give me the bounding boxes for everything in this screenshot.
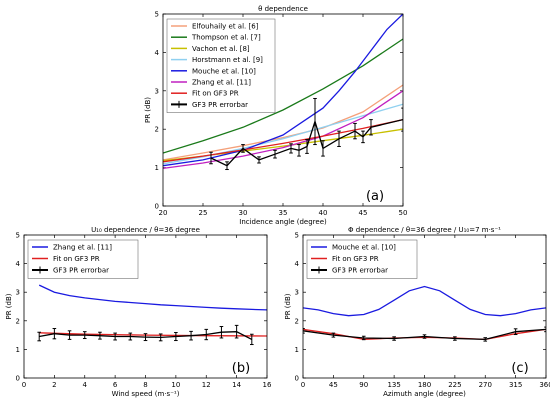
x-tick-label: 45 [359, 209, 368, 217]
legend-entry: GF3 PR errorbar [192, 101, 248, 109]
legend-entry: Vachon et al. [8] [192, 45, 250, 53]
legend-entry: Mouche et al. [10] [192, 67, 256, 75]
x-tick-label: 180 [418, 381, 431, 389]
plot-frame [302, 234, 547, 379]
x-tick-label: 35 [279, 209, 288, 217]
x-axis-label: Wind speed (m·s⁻¹) [112, 390, 180, 398]
y-axis-label: PR (dB) [284, 293, 292, 319]
x-tick-label: 360 [539, 381, 550, 389]
y-tick-label: 2 [295, 317, 299, 325]
y-tick-label: 3 [295, 289, 299, 297]
legend: Zhang et al. [11] Fit on GF3 PR GF3 PR err… [27, 239, 139, 279]
panel-label: (b) [232, 361, 250, 376]
x-tick-label: 135 [387, 381, 400, 389]
y-tick-label: 5 [16, 232, 20, 240]
x-tick-label: 30 [239, 209, 248, 217]
legend: Mouche et al. [10] Fit on GF3 PR GF3 PR er… [306, 239, 418, 279]
series-vachon-et-al-8-line [163, 128, 403, 162]
legend-entry: Fit on GF3 PR [332, 255, 379, 263]
legend-entry: Fit on GF3 PR [53, 255, 100, 263]
legend-entry: Thompson et al. [7] [191, 34, 261, 42]
chart-title: Φ dependence / θ=36 degree / U₁₀=7 m·s⁻¹ [348, 226, 501, 234]
x-tick-label: 16 [263, 381, 272, 389]
y-tick-label: 0 [16, 375, 20, 383]
series-zhang-et-al-11-line [38, 284, 267, 311]
x-tick-label: 315 [509, 381, 522, 389]
panel-label: (a) [366, 189, 384, 204]
x-tick-label: 270 [479, 381, 492, 389]
plot-area [163, 14, 403, 171]
series-fit-on-gf3-pr-line [163, 118, 403, 163]
plot-area [303, 285, 546, 342]
plot-frame [23, 234, 268, 379]
y-tick-label: 1 [295, 346, 299, 354]
plot-frame [162, 13, 404, 207]
plot-area [37, 284, 267, 346]
series-zhang-et-al-11-line [163, 90, 403, 170]
y-tick-label: 2 [155, 126, 159, 134]
x-tick-label: 4 [83, 381, 88, 389]
x-tick-label: 12 [202, 381, 211, 389]
y-tick-label: 1 [16, 346, 20, 354]
x-tick-label: 20 [159, 209, 168, 217]
y-tick-label: 4 [16, 260, 21, 268]
legend-entry: Mouche et al. [10] [332, 244, 396, 252]
x-tick-label: 40 [319, 209, 328, 217]
y-tick-label: 4 [295, 260, 300, 268]
x-tick-label: 14 [232, 381, 241, 389]
x-tick-label: 6 [113, 381, 118, 389]
legend: Elfouhaily et al. [6] Thompson et al. [7]… [166, 18, 276, 113]
x-tick-label: 0 [301, 381, 305, 389]
x-axis-label: Azimuth angle (degree) [383, 390, 466, 398]
chart-title: U₁₀ dependence / θ=36 degree [91, 226, 200, 234]
legend-box [166, 18, 276, 113]
y-axis-label: PR (dB) [144, 97, 152, 123]
legend-entry: GF3 PR errorbar [53, 267, 109, 275]
y-tick-label: 5 [295, 232, 299, 240]
y-tick-label: 3 [16, 289, 20, 297]
y-tick-label: 1 [155, 164, 159, 172]
y-tick-label: 0 [295, 375, 299, 383]
x-tick-label: 225 [448, 381, 461, 389]
y-tick-label: 4 [155, 49, 160, 57]
x-tick-label: 0 [22, 381, 26, 389]
x-tick-label: 2 [52, 381, 56, 389]
series-mouche-et-al-10-line [163, 14, 403, 167]
x-tick-label: 90 [359, 381, 368, 389]
legend-entry: GF3 PR errorbar [332, 267, 388, 275]
x-tick-label: 8 [143, 381, 147, 389]
x-tick-label: 10 [171, 381, 180, 389]
series-elfouhaily-et-al-6-line [163, 84, 403, 161]
series-mouche-et-al-10-line [303, 285, 546, 317]
legend-entry: Zhang et al. [11] [53, 244, 112, 252]
legend-entry: Zhang et al. [11] [192, 79, 251, 87]
y-tick-label: 3 [155, 87, 159, 95]
x-tick-label: 45 [329, 381, 338, 389]
chart-title: θ dependence [258, 5, 308, 13]
x-tick-label: 50 [399, 209, 408, 217]
series-horstmann-et-al-9-line [163, 103, 403, 165]
chart-panel-c: Φ dependence / θ=36 degree / U₁₀=7 m·s⁻¹… [284, 226, 550, 398]
panel-label: (c) [511, 361, 528, 376]
y-tick-label: 0 [155, 203, 159, 211]
legend-entry: Elfouhaily et al. [6] [192, 23, 259, 31]
legend-entry: Fit on GF3 PR [192, 90, 239, 98]
x-tick-label: 25 [199, 209, 208, 217]
series-thompson-et-al-7-line [163, 38, 403, 154]
x-axis-label: Incidence angle (degree) [239, 218, 327, 226]
y-tick-label: 2 [16, 317, 20, 325]
legend-entry: Horstmann et al. [9] [192, 56, 263, 64]
y-axis-label: PR (dB) [5, 293, 13, 319]
y-tick-label: 5 [155, 11, 159, 19]
